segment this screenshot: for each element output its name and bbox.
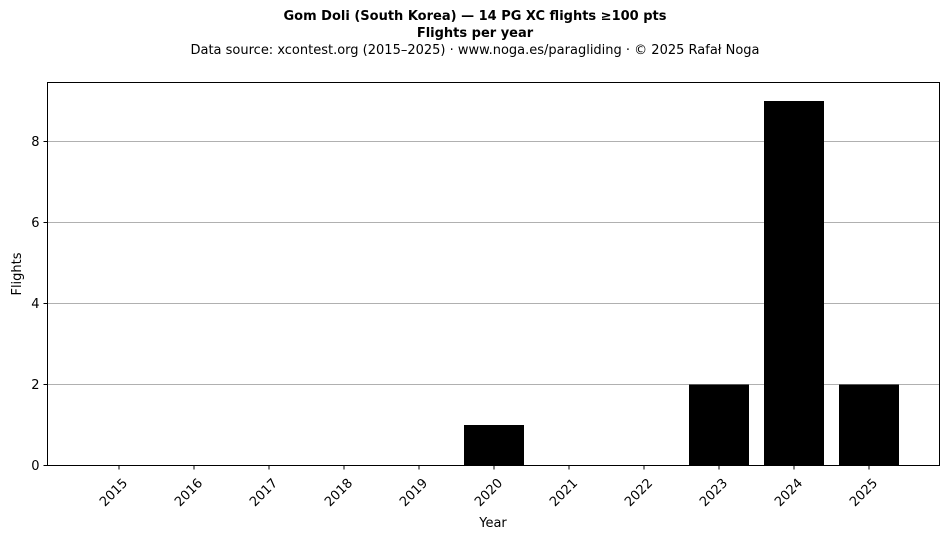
y-axis-label: Flights — [10, 252, 25, 295]
x-tick-label: 2016 — [172, 476, 206, 510]
x-tick-label: 2019 — [397, 476, 431, 510]
x-tick-label: 2025 — [847, 476, 881, 510]
chart-header: Gom Doli (South Korea) — 14 PG XC flight… — [0, 8, 950, 59]
x-tick-label: 2024 — [772, 476, 806, 510]
y-tick-label: 6 — [31, 216, 39, 231]
bars — [464, 101, 899, 466]
x-axis-label: Year — [478, 516, 507, 531]
bar-2020 — [464, 425, 524, 466]
x-axis: 2015 2016 2017 2018 2019 2020 2021 2022 2023 2024… — [97, 465, 881, 510]
chart-title: Gom Doli (South Korea) — 14 PG XC flight… — [283, 9, 667, 24]
y-axis: 0 2 4 6 8 — [31, 135, 48, 474]
bar-2025 — [839, 384, 899, 466]
x-tick-label: 2017 — [247, 476, 281, 510]
x-tick-label: 2020 — [472, 476, 506, 510]
y-tick-label: 2 — [31, 378, 39, 393]
y-tick-label: 8 — [31, 135, 39, 150]
x-tick-label: 2015 — [97, 476, 131, 510]
chart-subtitle: Flights per year — [416, 26, 534, 41]
y-tick-label: 0 — [31, 459, 39, 474]
x-tick-label: 2021 — [547, 476, 581, 510]
chart-source: Data source: xcontest.org (2015–2025) · … — [190, 43, 760, 58]
bar-2023 — [689, 384, 749, 466]
bar-2024 — [764, 101, 824, 466]
x-tick-label: 2018 — [322, 476, 356, 510]
x-tick-label: 2023 — [697, 476, 731, 510]
x-tick-label: 2022 — [622, 476, 656, 510]
y-tick-label: 4 — [31, 297, 39, 312]
